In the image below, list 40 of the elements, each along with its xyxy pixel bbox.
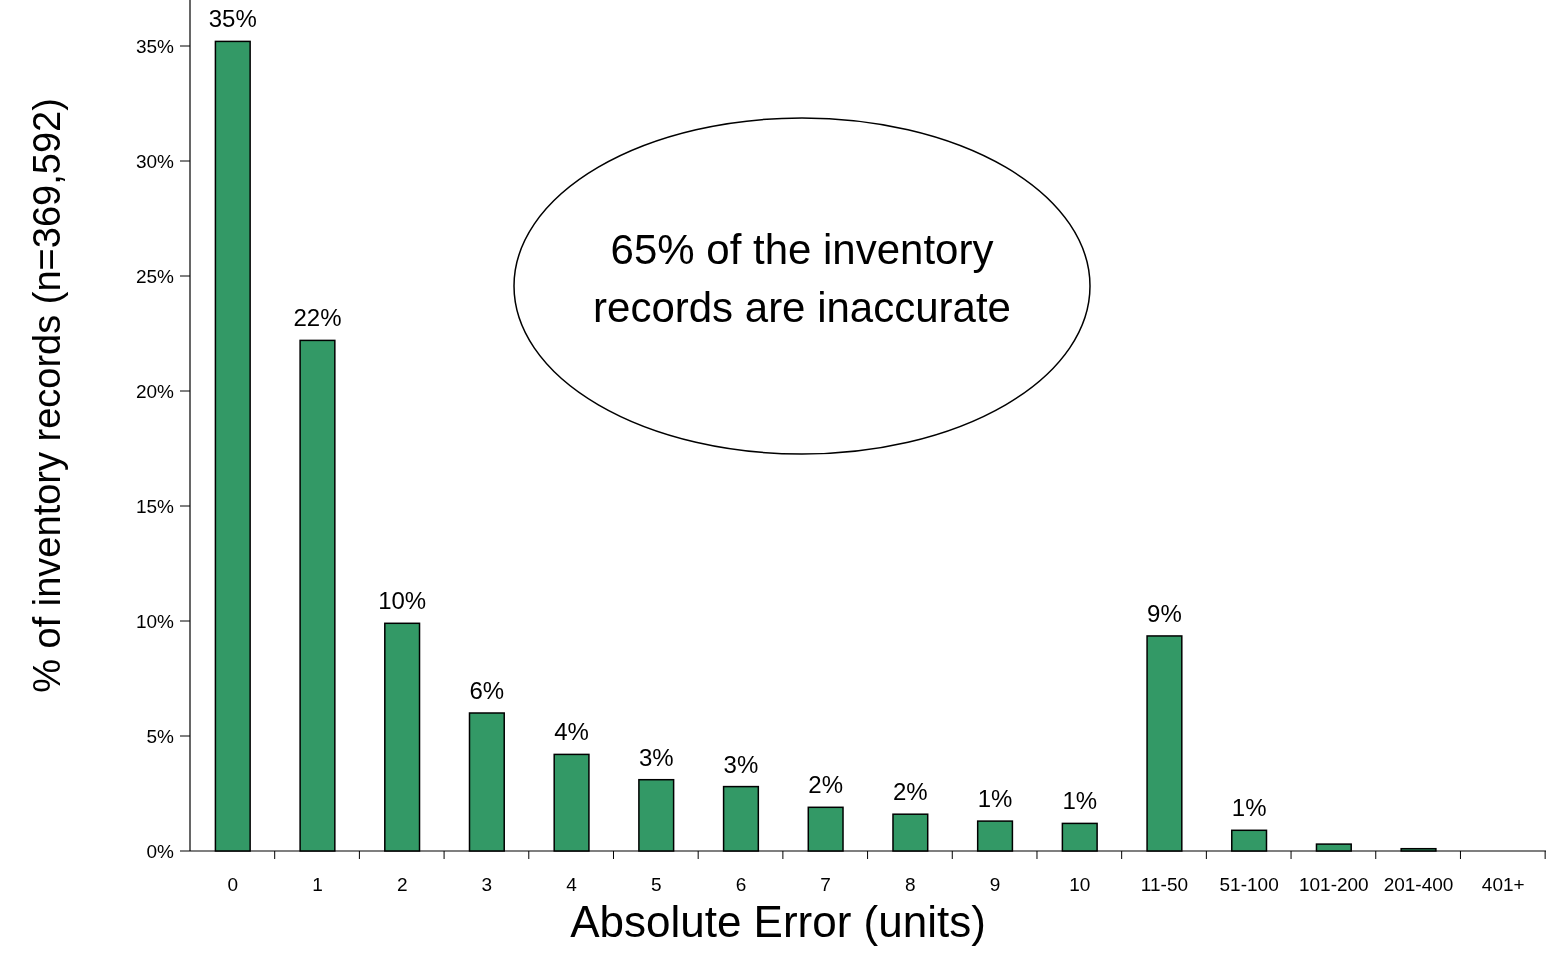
x-tick-label: 201-400 <box>1383 874 1454 895</box>
x-tick-label: 8 <box>905 874 916 895</box>
data-label: 4% <box>554 718 589 746</box>
x-tick-label: 7 <box>820 874 831 895</box>
annotation: 65% of the inventory records are inaccurate <box>593 226 1011 331</box>
data-label: 1% <box>977 785 1013 813</box>
data-label: 3% <box>723 750 759 778</box>
data-label: 2% <box>893 778 928 806</box>
data-label: 22% <box>293 304 342 332</box>
x-axis-title: Absolute Error (units) <box>570 897 986 946</box>
data-label: 10% <box>378 587 427 615</box>
y-tick-label: 30% <box>135 150 175 172</box>
y-tick-label: 35% <box>135 35 175 57</box>
x-tick-label: 6 <box>735 874 747 895</box>
data-label: 6% <box>469 677 505 704</box>
x-tick-label: 9 <box>989 874 1001 895</box>
y-tick-label: 25% <box>135 265 175 287</box>
data-label: 9% <box>1147 599 1182 627</box>
x-tick-label: 101-200 <box>1298 874 1369 895</box>
x-tick-label: 5 <box>650 874 662 895</box>
x-tick-label: 51-100 <box>1219 874 1279 895</box>
data-label: 1% <box>1062 787 1098 815</box>
x-tick-label: 0 <box>227 874 239 895</box>
data-label: 1% <box>1231 794 1267 822</box>
x-tick-label: 10 <box>1069 874 1091 895</box>
x-tick-label: 2 <box>396 874 408 895</box>
y-tick-label: 20% <box>135 380 175 402</box>
x-tick-label: 3 <box>481 874 493 895</box>
x-tick-label: 4 <box>566 874 578 895</box>
x-tick-label: 401+ <box>1481 874 1525 895</box>
data-label: 2% <box>808 771 843 799</box>
y-tick-label: 5% <box>146 725 175 747</box>
x-tick-label: 1 <box>312 874 323 895</box>
y-axis-title: % of inventory records (n=369,592) <box>26 98 68 693</box>
x-tick-label: 11-50 <box>1140 874 1189 895</box>
data-label: 35% <box>208 5 257 33</box>
y-tick-label: 0% <box>146 840 175 862</box>
y-tick-label: 10% <box>135 610 175 632</box>
data-label: 3% <box>638 743 674 771</box>
y-tick-label: 15% <box>135 495 175 517</box>
